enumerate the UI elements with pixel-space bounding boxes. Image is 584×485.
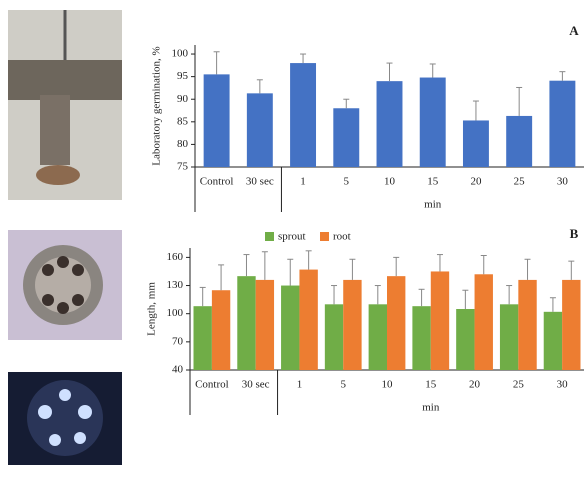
- bar: [549, 81, 575, 167]
- y-axis-title: Length, mm: [146, 282, 158, 336]
- x-tick-label: 25: [514, 176, 526, 188]
- legend-swatch: [265, 232, 274, 241]
- bar: [369, 304, 387, 370]
- bar: [562, 280, 580, 370]
- bar: [518, 280, 536, 370]
- y-tick-label: 160: [167, 251, 184, 263]
- x-tick-label: Control: [200, 176, 234, 188]
- y-tick-label: 90: [177, 93, 189, 105]
- y-tick-label: 80: [177, 138, 189, 150]
- bar: [456, 309, 474, 370]
- photo-electrode: [8, 230, 122, 340]
- x-tick-label: 20: [469, 379, 481, 391]
- bar: [299, 270, 317, 370]
- y-tick-label: 70: [172, 335, 184, 347]
- y-tick-label: 100: [167, 307, 184, 319]
- figure: 75 80 85 90 95 100 Laboratory germination, % Am…: [0, 0, 584, 485]
- legend-swatch: [320, 232, 329, 241]
- x-tick-label: 1: [297, 379, 303, 391]
- bar: [463, 120, 489, 167]
- x-tick-label: 5: [344, 176, 350, 188]
- x-tick-label: 10: [384, 176, 396, 188]
- bar: [500, 304, 518, 370]
- y-tick-label: 130: [167, 279, 184, 291]
- y-axis-title: Laboratory germination, %: [151, 46, 163, 165]
- bar: [194, 306, 212, 370]
- photo-device: [8, 10, 122, 200]
- photo-discharge: [8, 372, 122, 465]
- bar: [333, 108, 359, 167]
- bar: [237, 276, 255, 370]
- bar: [412, 306, 430, 370]
- x-tick-label: 30: [557, 379, 569, 391]
- x-tick-label: 15: [425, 379, 437, 391]
- bar: [387, 276, 405, 370]
- bar: [506, 116, 532, 167]
- y-tick-label: 95: [177, 70, 189, 82]
- legend-label: root: [333, 231, 351, 243]
- x-tick-label: 30: [557, 176, 569, 188]
- panel-label: A: [569, 23, 579, 38]
- x-tick-label: 30 sec: [242, 379, 270, 391]
- y-tick-label: 85: [177, 115, 189, 127]
- group-label: min: [422, 402, 440, 414]
- legend-label: sprout: [278, 231, 306, 243]
- bar: [377, 81, 403, 167]
- x-tick-label: 1: [300, 176, 306, 188]
- y-tick-label: 40: [172, 364, 184, 376]
- bar: [281, 286, 299, 370]
- x-tick-label: 30 sec: [246, 176, 274, 188]
- bar: [212, 290, 230, 370]
- group-label: min: [424, 199, 442, 211]
- bar: [325, 304, 343, 370]
- bar: [343, 280, 361, 370]
- bar: [256, 280, 274, 370]
- x-tick-label: 5: [340, 379, 346, 391]
- bar: [420, 78, 446, 167]
- x-tick-label: 15: [427, 176, 439, 188]
- bar: [431, 271, 449, 370]
- x-tick-label: 10: [382, 379, 394, 391]
- x-tick-label: Control: [195, 379, 229, 391]
- x-tick-label: 20: [470, 176, 482, 188]
- bar: [544, 312, 562, 370]
- bar: [204, 74, 230, 167]
- x-tick-label: 25: [513, 379, 525, 391]
- bar: [290, 63, 316, 167]
- bar: [247, 93, 273, 167]
- bar: [475, 274, 493, 370]
- y-tick-label: 75: [177, 161, 189, 173]
- panel-label: B: [570, 226, 579, 241]
- y-tick-label: 100: [172, 48, 189, 60]
